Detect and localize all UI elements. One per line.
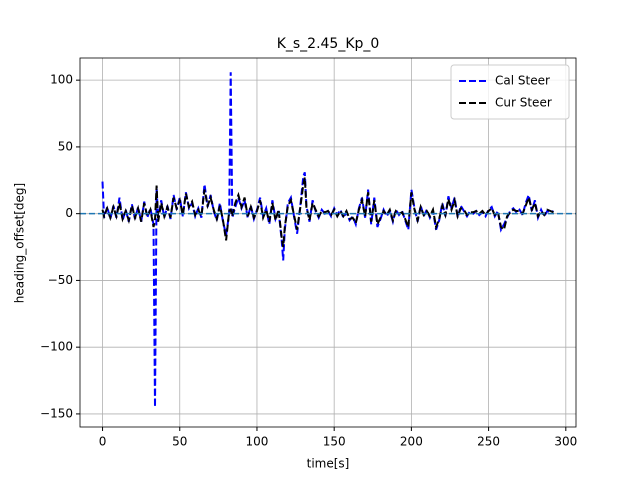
x-tick-label: 250 <box>477 435 500 449</box>
series-line <box>101 177 554 248</box>
legend-box <box>450 64 570 120</box>
y-tick-label: −100 <box>40 340 73 354</box>
y-axis-label: heading_offset[deg] <box>13 183 27 303</box>
x-tick-label: 50 <box>172 435 187 449</box>
y-tick-label: −150 <box>40 406 73 420</box>
legend-label: Cur Steer <box>495 96 552 110</box>
y-tick-label: 100 <box>50 73 73 87</box>
x-tick-label: 150 <box>323 435 346 449</box>
y-tick-label: 50 <box>58 139 73 153</box>
x-axis-label: time[s] <box>307 457 350 471</box>
legend-label: Cal Steer <box>495 74 550 88</box>
x-tick-label: 0 <box>99 435 107 449</box>
chart-title: K_s_2.45_Kp_0 <box>277 36 380 52</box>
y-tick-label: −50 <box>48 273 73 287</box>
y-tick-label: 0 <box>65 206 73 220</box>
plot-frame <box>79 57 577 428</box>
x-tick-label: 200 <box>400 435 423 449</box>
x-tick-label: 300 <box>554 435 577 449</box>
x-tick-label: 100 <box>246 435 269 449</box>
series-line <box>101 72 554 408</box>
